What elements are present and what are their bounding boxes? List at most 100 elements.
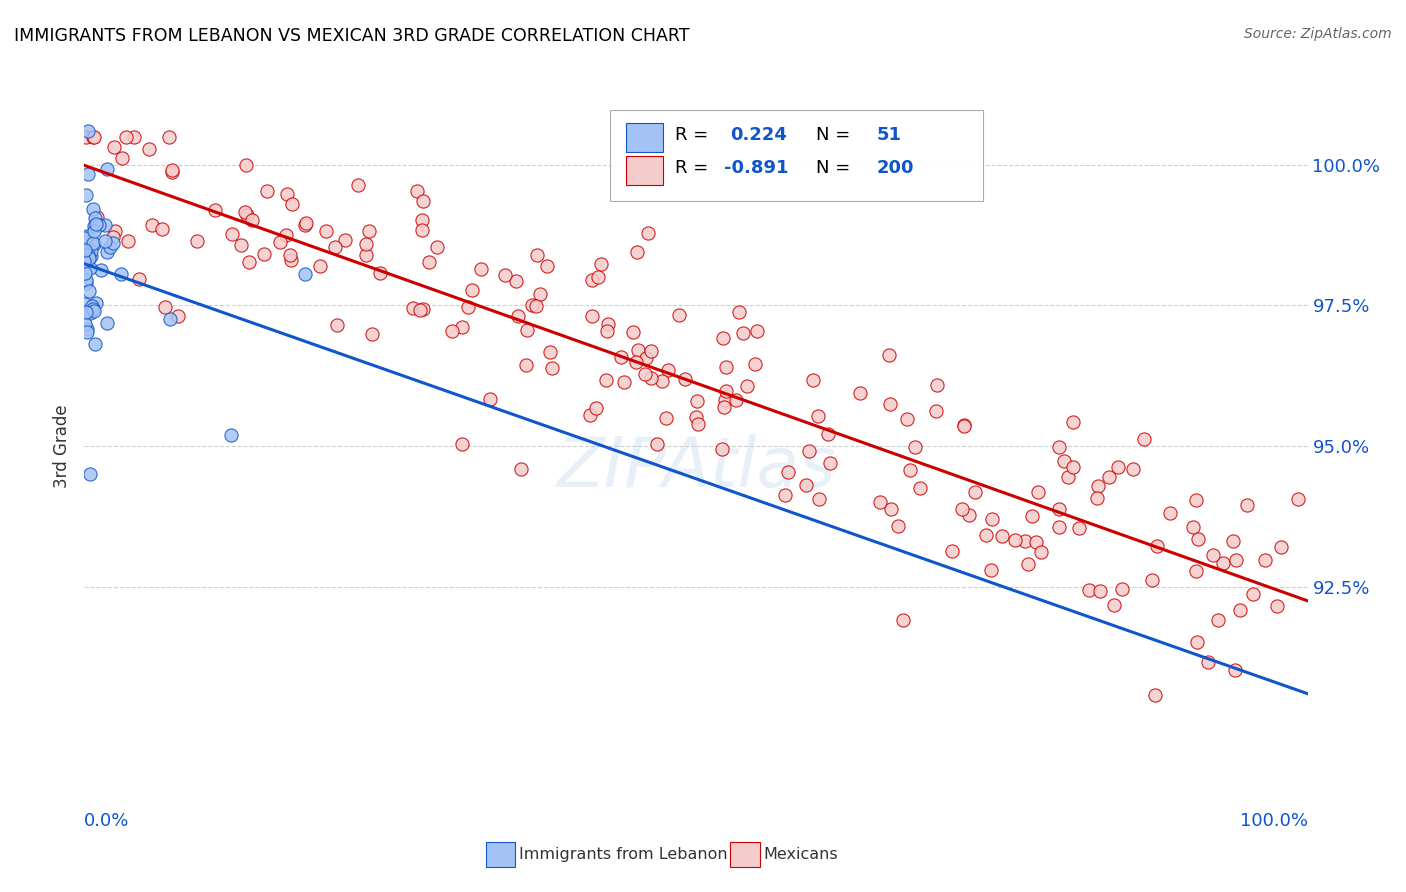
Point	[240, 212, 263, 227]
Text: Mexicans: Mexicans	[763, 847, 838, 862]
Point	[402, 301, 425, 315]
Point	[1102, 599, 1125, 613]
Point	[536, 259, 558, 273]
Point	[73, 247, 96, 261]
Point	[1146, 539, 1168, 553]
Point	[1077, 582, 1099, 597]
Point	[153, 300, 176, 314]
Point	[204, 203, 226, 218]
Point	[1062, 415, 1084, 429]
Point	[710, 442, 733, 456]
Point	[1202, 548, 1225, 562]
Point	[724, 393, 747, 408]
Point	[621, 326, 644, 340]
Point	[1229, 602, 1251, 616]
Point	[280, 252, 302, 267]
Point	[877, 348, 900, 362]
Point	[634, 351, 657, 366]
Point	[75, 230, 97, 244]
Point	[645, 437, 668, 451]
Point	[520, 298, 543, 312]
Point	[595, 373, 617, 387]
Point	[1004, 533, 1026, 548]
Point	[640, 344, 662, 359]
Point	[925, 404, 948, 418]
Point	[323, 240, 346, 254]
Point	[80, 244, 103, 258]
Point	[1017, 557, 1039, 571]
Point	[1182, 520, 1205, 534]
FancyBboxPatch shape	[610, 110, 983, 201]
Point	[1098, 470, 1121, 484]
Point	[974, 527, 997, 541]
Point	[83, 129, 105, 144]
Point	[269, 235, 291, 249]
Point	[879, 397, 901, 411]
Text: 51: 51	[877, 126, 903, 145]
Point	[626, 244, 648, 259]
Point	[83, 219, 105, 233]
Point	[713, 393, 735, 408]
Point	[801, 373, 824, 387]
Text: R =: R =	[675, 159, 714, 177]
Point	[150, 222, 173, 236]
Point	[776, 465, 799, 479]
Text: -0.891: -0.891	[724, 159, 789, 177]
Point	[541, 361, 564, 376]
Point	[716, 359, 738, 374]
Point	[634, 367, 657, 381]
Point	[745, 324, 768, 338]
Point	[276, 186, 298, 201]
Point	[887, 518, 910, 533]
Point	[426, 240, 449, 254]
Point	[86, 210, 108, 224]
Point	[1047, 520, 1070, 534]
Point	[1025, 534, 1047, 549]
Point	[637, 226, 659, 240]
FancyBboxPatch shape	[730, 842, 759, 867]
Point	[891, 614, 914, 628]
FancyBboxPatch shape	[626, 156, 664, 185]
Point	[506, 310, 529, 324]
Point	[253, 247, 276, 261]
Point	[159, 311, 181, 326]
Point	[75, 273, 97, 287]
Point	[657, 363, 679, 377]
Point	[526, 248, 548, 262]
Point	[354, 248, 377, 262]
Point	[849, 386, 872, 401]
Point	[1056, 469, 1078, 483]
Point	[110, 268, 132, 282]
Point	[101, 229, 124, 244]
Point	[727, 304, 749, 318]
Point	[80, 299, 103, 313]
Point	[1225, 553, 1247, 567]
Point	[1028, 484, 1050, 499]
Point	[950, 502, 973, 516]
Point	[451, 437, 474, 451]
Point	[83, 224, 105, 238]
Point	[510, 462, 533, 476]
Point	[75, 235, 97, 250]
Point	[80, 249, 103, 263]
Point	[773, 488, 796, 502]
Point	[82, 202, 104, 216]
Point	[412, 301, 434, 316]
Point	[494, 268, 516, 282]
Point	[280, 197, 302, 211]
Point	[347, 178, 370, 193]
Point	[84, 337, 107, 351]
Point	[221, 227, 243, 241]
Point	[505, 274, 527, 288]
Point	[325, 318, 347, 333]
Point	[538, 345, 561, 359]
Point	[73, 297, 96, 311]
Point	[904, 440, 927, 454]
Point	[1140, 574, 1163, 588]
Text: 200: 200	[877, 159, 914, 177]
Point	[1031, 545, 1053, 559]
Point	[82, 236, 104, 251]
Point	[588, 270, 610, 285]
Point	[1206, 613, 1229, 627]
Point	[585, 401, 607, 415]
